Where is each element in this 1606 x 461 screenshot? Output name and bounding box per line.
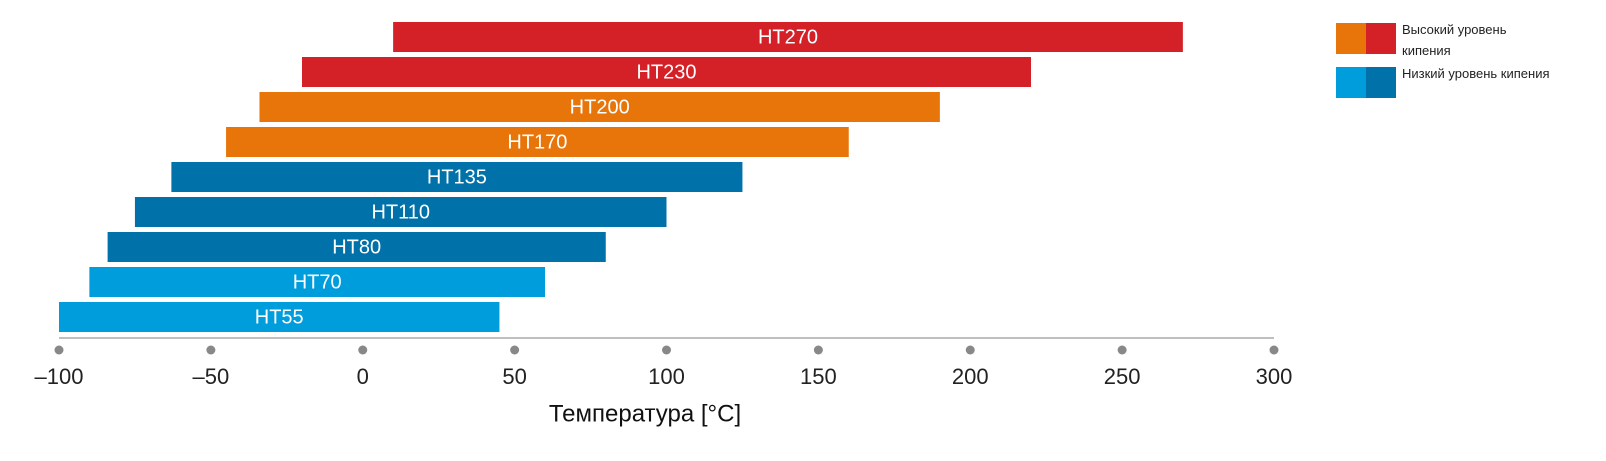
bar-label: HT230 (636, 61, 696, 83)
x-tick-dot (1117, 345, 1127, 355)
x-tick-label: 200 (952, 364, 989, 389)
legend-label: Высокий уровень кипения (1402, 22, 1507, 58)
x-tick-dot (206, 345, 216, 355)
x-tick-dot (965, 345, 975, 355)
x-tick-label: 150 (800, 364, 837, 389)
bar (59, 302, 500, 332)
legend-label: Низкий уровень кипения (1402, 66, 1550, 81)
legend-swatch (1366, 23, 1396, 54)
bar-label: HT270 (758, 26, 818, 48)
bar (259, 92, 940, 122)
x-axis-title: Температура [°C] (549, 400, 741, 427)
x-tick-label: 0 (357, 364, 369, 389)
x-tick-dot (1269, 345, 1279, 355)
bar (393, 22, 1183, 52)
legend-swatch (1336, 23, 1366, 54)
bar-label: HT135 (427, 166, 487, 188)
bar (107, 232, 606, 262)
legend-swatch (1336, 67, 1366, 98)
bar-label: HT200 (570, 96, 630, 118)
legend-swatch (1366, 67, 1396, 98)
x-tick-label: 50 (502, 364, 526, 389)
bar (134, 197, 667, 227)
bar-label: HT70 (293, 271, 342, 293)
bar-label: HT80 (332, 236, 381, 258)
x-tick-dot (358, 345, 368, 355)
x-tick-label: 250 (1104, 364, 1141, 389)
x-tick-label: –100 (35, 364, 84, 389)
bar-label: HT110 (371, 201, 430, 223)
x-tick-dot (662, 345, 671, 355)
x-tick-dot (813, 345, 823, 355)
bar (226, 127, 849, 157)
bar-label: HT170 (507, 131, 567, 153)
bar-label: HT55 (255, 306, 304, 328)
x-tick-label: –50 (193, 364, 230, 389)
bar (302, 57, 1031, 87)
bar (89, 267, 545, 297)
x-tick-dot (54, 345, 64, 355)
x-tick-label: 100 (648, 364, 685, 389)
x-tick-dot (510, 345, 520, 355)
x-tick-label: 300 (1256, 364, 1293, 389)
bar (171, 162, 743, 192)
